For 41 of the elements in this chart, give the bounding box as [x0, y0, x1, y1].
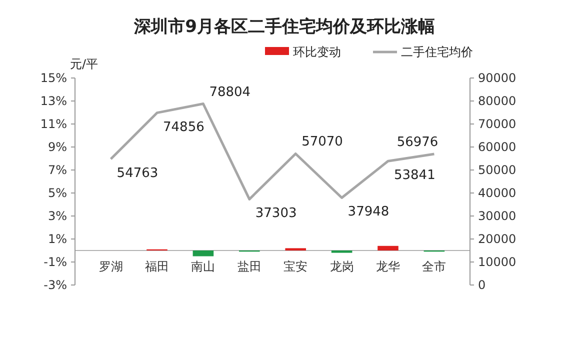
- y2-tick-label: 50000: [478, 163, 516, 178]
- y2-tick-label: 80000: [478, 94, 516, 108]
- y2-tick-label: 90000: [478, 71, 516, 86]
- data-label: 37303: [255, 206, 297, 222]
- y2-tick-label: 30000: [478, 209, 516, 224]
- y-tick-label: 13%: [40, 94, 67, 108]
- y2-tick-label: 0: [478, 278, 486, 292]
- x-tick-label: 龙岗: [330, 260, 354, 274]
- x-tick-label: 福田: [145, 260, 170, 274]
- x-tick-label: 罗湖: [98, 260, 123, 274]
- line-series: [110, 102, 436, 200]
- data-label: 37948: [348, 204, 390, 220]
- x-tick-label: 全市: [422, 260, 446, 274]
- y-axis-title: 元/平: [70, 57, 98, 71]
- data-label: 56976: [396, 134, 438, 150]
- x-tick-label: 盐田: [237, 260, 262, 274]
- y-tick-label: 11%: [40, 117, 67, 132]
- x-tick-label: 龙华: [376, 260, 400, 274]
- data-label: 57070: [302, 134, 343, 150]
- chart-title: 深圳市9月各区二手住宅均价及环比涨幅: [133, 17, 435, 37]
- data-label: 54763: [116, 166, 158, 182]
- y-tick-label: 9%: [48, 140, 67, 154]
- y2-tick-label: 20000: [478, 232, 516, 246]
- y-tick-label: 15%: [40, 71, 67, 86]
- data-label: 78804: [209, 84, 251, 100]
- y-tick-label: 1%: [48, 232, 67, 246]
- y-tick-label: -1%: [44, 255, 67, 270]
- y-tick-label: 5%: [48, 186, 67, 200]
- x-tick-label: 南山: [191, 260, 216, 274]
- y-tick-label: 7%: [48, 163, 67, 178]
- x-tick-label: 宝安: [284, 260, 308, 274]
- y2-tick-label: 70000: [478, 117, 516, 132]
- data-label: 53841: [394, 168, 436, 184]
- y-tick-label: -3%: [44, 278, 67, 292]
- data-label: 74856: [163, 120, 204, 135]
- legend-label: 环比变动: [293, 45, 341, 60]
- y2-tick-label: 40000: [478, 186, 516, 200]
- y-tick-label: 3%: [48, 209, 67, 224]
- legend-label: 二手住宅均价: [401, 45, 473, 60]
- y2-tick-label: 60000: [478, 140, 516, 154]
- y2-tick-label: 10000: [478, 255, 516, 270]
